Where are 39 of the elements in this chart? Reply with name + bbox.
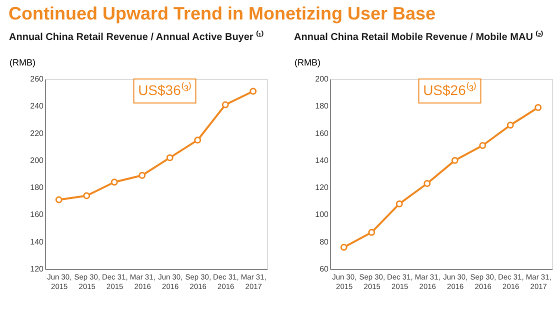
y-tick-label: 140 [30,237,44,246]
y-tick-label: 200 [30,156,44,165]
y-tick-label: 60 [320,264,330,274]
y-tick-label: 80 [320,237,330,246]
annotation: US$36⁽³⁾ [138,82,192,98]
point [424,180,431,187]
point [83,192,90,200]
y-tick-label: 140 [315,156,330,165]
y-tick-label: 160 [315,128,330,138]
y-tick-label: 120 [315,183,330,192]
y-tick-label: 260 [30,74,44,84]
y-tick-label: 120 [30,264,44,274]
chart-subtitle: Annual China Retail Revenue / Annual Active Buyer ⁽¹⁾ [9,30,264,43]
chart-title: Continued Upward Trend in Monetizing User Base [8,4,436,24]
point [166,154,174,162]
y-axis-title: (RMB) [10,58,36,68]
point [534,104,542,111]
point [110,178,118,186]
y-tick-label: 100 [315,210,330,220]
y-tick-label: 200 [315,74,330,84]
point [194,136,202,144]
point [451,156,458,164]
point [479,142,486,149]
chart-subtitle: Annual China Retail Mobile Revenue / Mobile MAU ⁽²⁾ [294,30,544,43]
point [368,228,376,236]
point [138,172,146,179]
point [55,196,62,204]
point [506,122,514,129]
point [250,88,257,95]
y-tick-label: 220 [30,128,44,138]
y-tick-label: 180 [315,102,330,111]
point [222,101,229,108]
annotation: US$26⁽³⁾ [423,82,477,98]
y-tick-label: 180 [30,183,44,192]
y-axis-title: (RMB) [294,58,320,68]
point [340,244,348,251]
point [396,200,403,208]
y-tick-label: 160 [30,210,44,220]
y-tick-label: 240 [30,102,44,111]
